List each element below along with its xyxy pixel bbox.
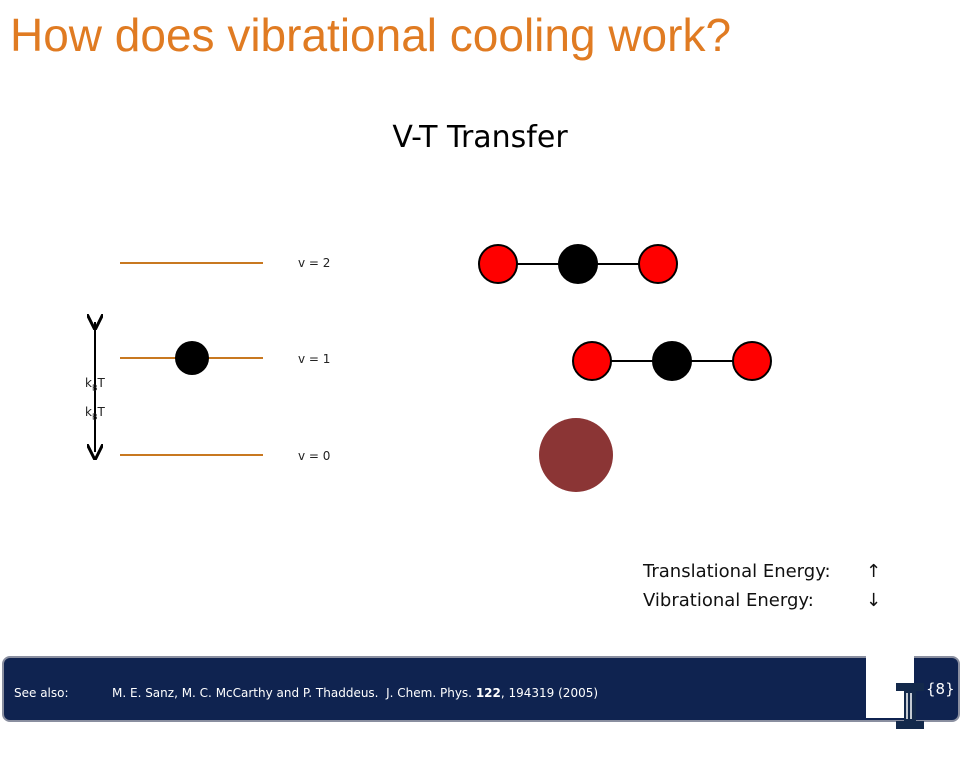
subscript: B: [91, 383, 98, 393]
level-label: v = 0: [298, 449, 331, 463]
slide: How does vibrational cooling work? V-T T…: [0, 9, 960, 729]
citation-text: , 194319 (2005): [500, 686, 599, 700]
diagram: [0, 244, 772, 492]
energy-arrow: ↑: [866, 561, 882, 582]
title: How does vibrational cooling work?: [10, 9, 732, 61]
thermal-label: kBT: [85, 376, 105, 392]
thermal-label: kBT: [85, 405, 105, 421]
logo-box: [866, 656, 925, 729]
t: T: [97, 376, 105, 390]
citation-text: M. E. Sanz, M. C. McCarthy and P. Thadde…: [112, 686, 476, 700]
subscript: B: [91, 412, 98, 422]
see-also: See also:: [14, 686, 69, 700]
volume: 122: [475, 686, 501, 700]
citation: M. E. Sanz, M. C. McCarthy and P. Thadde…: [112, 686, 598, 700]
page-number: {8}: [926, 680, 955, 698]
logo: [896, 683, 925, 729]
k: k: [85, 376, 92, 390]
energy-arrow: ↓: [866, 590, 882, 611]
k: k: [85, 405, 92, 419]
energy-label: Vibrational Energy:: [643, 590, 814, 611]
footer: See also: M. E. Sanz, M. C. McCarthy and…: [2, 656, 960, 729]
level-label: v = 2: [298, 256, 331, 270]
t: T: [97, 405, 105, 419]
energy-label: Translational Energy:: [643, 561, 831, 582]
level-label: v = 1: [298, 352, 331, 366]
subtitle: V-T Transfer: [392, 120, 568, 155]
